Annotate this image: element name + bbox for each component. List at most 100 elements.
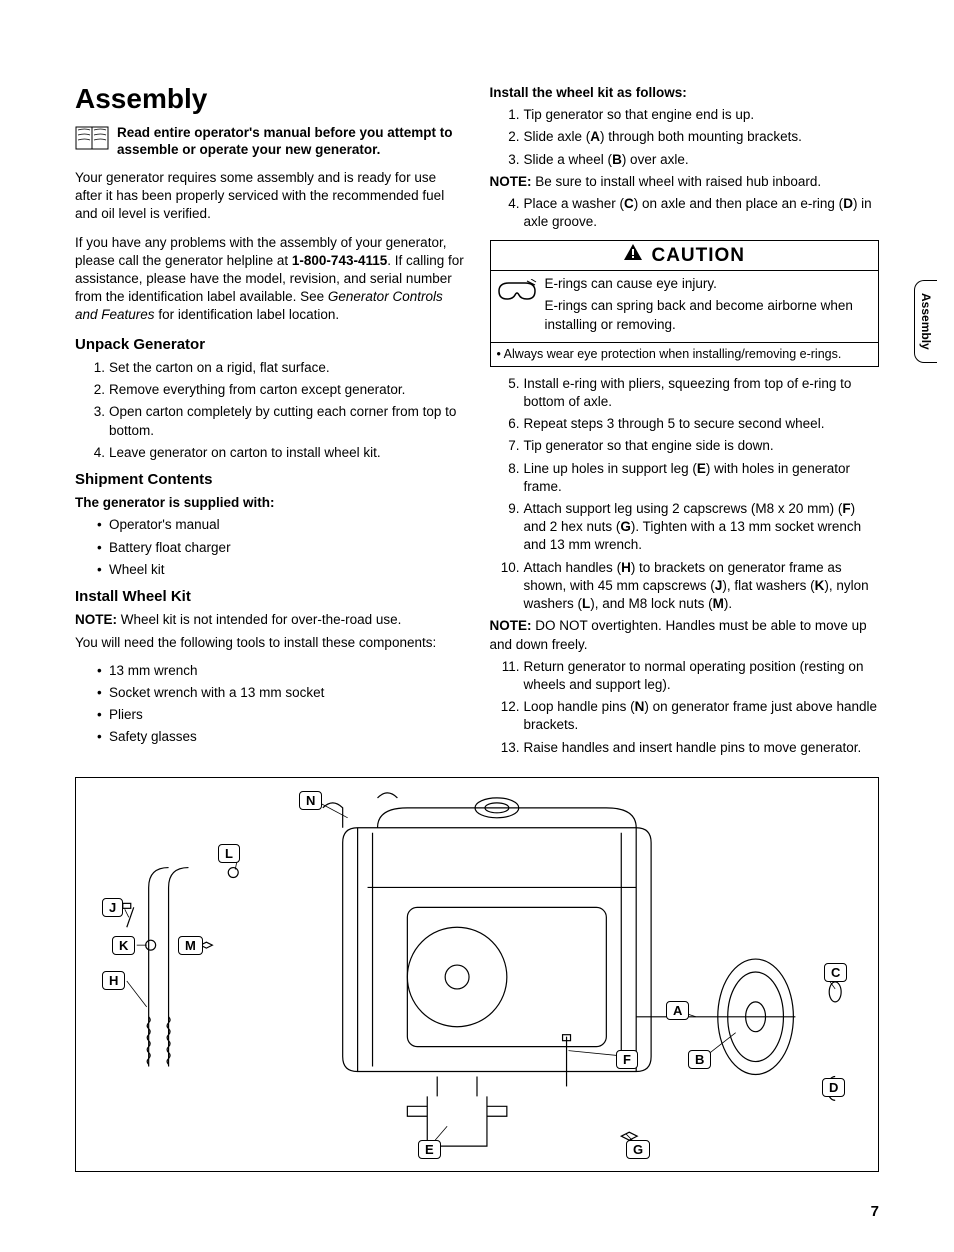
list-item: 11.Return generator to normal operating … <box>490 658 880 694</box>
callout-J: J <box>102 898 123 918</box>
item-text: Pliers <box>109 707 143 722</box>
caution-line-2: E-rings can spring back and become airbo… <box>545 297 873 333</box>
step-text: Repeat steps 3 through 5 to secure secon… <box>524 416 825 431</box>
callout-N: N <box>299 791 322 811</box>
wheelkit-note: NOTE: Wheel kit is not intended for over… <box>75 611 465 629</box>
note-label: NOTE: <box>490 618 532 633</box>
install-steps-a: 1.Tip generator so that engine end is up… <box>490 106 880 169</box>
caution-title-text: CAUTION <box>651 243 745 269</box>
manual-warning-text: Read entire operator's manual before you… <box>117 124 465 159</box>
list-item: 8.Line up holes in support leg (E) with … <box>490 460 880 496</box>
tools-intro: You will need the following tools to ins… <box>75 634 465 652</box>
list-item: 3.Open carton completely by cutting each… <box>75 403 465 439</box>
callout-D: D <box>822 1078 845 1098</box>
step-text: Set the carton on a rigid, flat surface. <box>109 360 330 375</box>
shipment-heading: Shipment Contents <box>75 470 465 490</box>
unpack-heading: Unpack Generator <box>75 335 465 355</box>
item-text: Socket wrench with a 13 mm socket <box>109 685 324 700</box>
note-text: Wheel kit is not intended for over-the-r… <box>117 612 401 627</box>
step-text: Place a washer (C) on axle and then plac… <box>524 196 872 229</box>
callout-A: A <box>666 1001 689 1021</box>
step-text: Tip generator so that engine end is up. <box>524 107 755 122</box>
list-item: Operator's manual <box>75 516 465 534</box>
step-text: Raise handles and insert handle pins to … <box>524 740 862 755</box>
list-item: 13.Raise handles and insert handle pins … <box>490 739 880 757</box>
callout-B: B <box>688 1050 711 1070</box>
book-icon <box>75 124 109 155</box>
item-text: Safety glasses <box>109 729 197 744</box>
item-text: Battery float charger <box>109 540 231 555</box>
list-item: 1.Set the carton on a rigid, flat surfac… <box>75 359 465 377</box>
caution-footer: • Always wear eye protection when instal… <box>491 342 879 366</box>
list-item: 6.Repeat steps 3 through 5 to secure sec… <box>490 415 880 433</box>
step-text: Remove everything from carton except gen… <box>109 382 405 397</box>
assembly-diagram: NLJKMHEGFABCD <box>75 777 879 1172</box>
shipment-list: Operator's manual Battery float charger … <box>75 516 465 579</box>
manual-warning-block: Read entire operator's manual before you… <box>75 124 465 159</box>
list-item: 2.Slide axle (A) through both mounting b… <box>490 128 880 146</box>
intro-p2-c: for identification label location. <box>155 307 340 322</box>
page-number: 7 <box>75 1202 879 1222</box>
unpack-steps: 1.Set the carton on a rigid, flat surfac… <box>75 359 465 462</box>
note-label: NOTE: <box>75 612 117 627</box>
list-item: 1.Tip generator so that engine end is up… <box>490 106 880 124</box>
list-item: 5.Install e-ring with pliers, squeezing … <box>490 375 880 411</box>
step-text: Install e-ring with pliers, squeezing fr… <box>524 376 852 409</box>
page-root: Assembly Assembly Read entire operator's… <box>75 80 879 1222</box>
step-text: Slide axle (A) through both mounting bra… <box>524 129 802 144</box>
install-note-1: NOTE: Be sure to install wheel with rais… <box>490 173 880 191</box>
two-column-layout: Assembly Read entire operator's manual b… <box>75 80 879 761</box>
left-column: Assembly Read entire operator's manual b… <box>75 80 465 761</box>
caution-body: E-rings can cause eye injury. E-rings ca… <box>491 271 879 342</box>
callout-K: K <box>112 936 135 956</box>
list-item: 4.Leave generator on carton to install w… <box>75 444 465 462</box>
item-text: Operator's manual <box>109 517 220 532</box>
side-tab: Assembly <box>914 280 937 363</box>
list-item: Battery float charger <box>75 539 465 557</box>
install-note-2: NOTE: DO NOT overtighten. Handles must b… <box>490 617 880 653</box>
list-item: Wheel kit <box>75 561 465 579</box>
warning-icon <box>623 243 643 269</box>
callout-C: C <box>824 963 847 983</box>
caution-line-1: E-rings can cause eye injury. <box>545 275 873 293</box>
list-item: 2.Remove everything from carton except g… <box>75 381 465 399</box>
list-item: Pliers <box>75 706 465 724</box>
caution-text: E-rings can cause eye injury. E-rings ca… <box>545 275 873 338</box>
caution-footer-text: Always wear eye protection when installi… <box>504 347 842 361</box>
wheelkit-heading: Install Wheel Kit <box>75 587 465 607</box>
note-text: Be sure to install wheel with raised hub… <box>532 174 822 189</box>
step-text: Return generator to normal operating pos… <box>524 659 864 692</box>
install-steps-c: 5.Install e-ring with pliers, squeezing … <box>490 375 880 614</box>
note-label: NOTE: <box>490 174 532 189</box>
callout-F: F <box>616 1050 638 1070</box>
list-item: 7.Tip generator so that engine side is d… <box>490 437 880 455</box>
step-text: Open carton completely by cutting each c… <box>109 404 456 437</box>
page-title: Assembly <box>75 80 465 118</box>
item-text: 13 mm wrench <box>109 663 198 678</box>
callout-L: L <box>218 844 240 864</box>
list-item: 9.Attach support leg using 2 capscrews (… <box>490 500 880 555</box>
list-item: 10.Attach handles (H) to brackets on gen… <box>490 559 880 614</box>
right-column: Install the wheel kit as follows: 1.Tip … <box>490 80 880 761</box>
list-item: 4.Place a washer (C) on axle and then pl… <box>490 195 880 231</box>
caution-box: CAUTION E-rings can cause eye injury. E-… <box>490 240 880 367</box>
list-item: 12.Loop handle pins (N) on generator fra… <box>490 698 880 734</box>
shipment-sub: The generator is supplied with: <box>75 494 465 512</box>
list-item: 3.Slide a wheel (B) over axle. <box>490 151 880 169</box>
list-item: Safety glasses <box>75 728 465 746</box>
list-item: Socket wrench with a 13 mm socket <box>75 684 465 702</box>
intro-paragraph-2: If you have any problems with the assemb… <box>75 234 465 325</box>
note-text: DO NOT overtighten. Handles must be able… <box>490 618 867 651</box>
callout-H: H <box>102 971 125 991</box>
helpline-phone: 1-800-743-4115 <box>292 253 387 268</box>
callout-G: G <box>626 1140 650 1160</box>
step-text: Attach handles (H) to brackets on genera… <box>524 560 869 611</box>
diagram-svg <box>76 778 878 1171</box>
step-text: Attach support leg using 2 capscrews (M8… <box>524 501 862 552</box>
item-text: Wheel kit <box>109 562 165 577</box>
goggles-icon <box>497 275 537 338</box>
install-heading: Install the wheel kit as follows: <box>490 84 880 102</box>
step-text: Line up holes in support leg (E) with ho… <box>524 461 850 494</box>
install-steps-d: 11.Return generator to normal operating … <box>490 658 880 757</box>
step-text: Loop handle pins (N) on generator frame … <box>524 699 878 732</box>
